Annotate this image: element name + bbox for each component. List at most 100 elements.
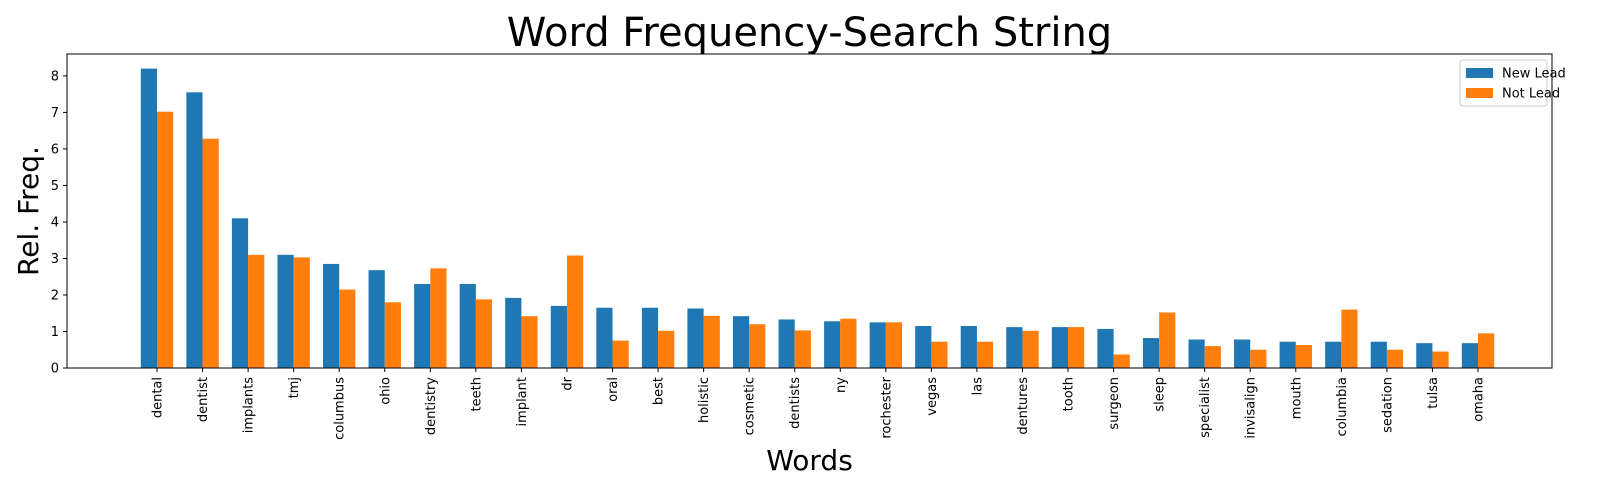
bar-new-lead-rochester: [869, 322, 886, 368]
bar-new-lead-ohio: [368, 270, 385, 368]
legend-label-new-lead: New Lead: [1502, 67, 1566, 82]
y-tick-label: 8: [51, 69, 59, 84]
bar-not-lead-ohio: [384, 302, 401, 368]
x-tick-label-omaha: omaha: [1472, 377, 1487, 422]
bar-new-lead-columbia: [1325, 341, 1342, 368]
bar-new-lead-implant: [505, 297, 522, 368]
bar-new-lead-las: [960, 326, 977, 368]
x-tick-label-implants: implants: [242, 377, 257, 433]
y-tick-label: 1: [51, 325, 59, 340]
bar-not-lead-tmj: [293, 257, 310, 368]
legend: New Lead Not Lead: [1459, 59, 1566, 107]
x-tick-label-dentistry: dentistry: [424, 377, 439, 435]
bar-new-lead-ny: [824, 321, 841, 368]
y-tick-label: 7: [51, 106, 59, 121]
bar-new-lead-omaha: [1461, 343, 1478, 368]
bar-new-lead-specialist: [1188, 339, 1205, 368]
bar-not-lead-rochester: [885, 322, 903, 368]
bar-new-lead-dentures: [1006, 327, 1023, 368]
x-tick-label-ohio: ohio: [378, 377, 393, 405]
bar-not-lead-columbus: [339, 289, 356, 368]
y-axis-label: Rel. Freq.: [12, 146, 45, 276]
bar-new-lead-dentist: [186, 92, 203, 368]
x-axis-ticks: dental dentist implants tmj columbus ohio dent…: [151, 368, 1487, 440]
x-tick-label-dentures: dentures: [1016, 377, 1031, 435]
bar-new-lead-sleep: [1142, 338, 1160, 368]
bar-new-lead-dentists: [778, 319, 795, 368]
x-tick-label-implant: implant: [515, 377, 530, 426]
y-axis-ticks: 0 1 2 3 4 5 6 7 8: [51, 69, 67, 377]
x-tick-label-tulsa: tulsa: [1426, 377, 1441, 409]
legend-swatch-not-lead: [1466, 88, 1493, 98]
bar-new-lead-tooth: [1051, 327, 1069, 368]
x-tick-label-tooth: tooth: [1062, 377, 1077, 411]
bar-new-lead-invisalign: [1234, 339, 1251, 368]
bar-not-lead-dentures: [1022, 330, 1039, 368]
x-tick-label-specialist: specialist: [1198, 377, 1213, 438]
legend-label-not-lead: Not Lead: [1502, 87, 1560, 102]
x-tick-label-cosmetic: cosmetic: [743, 377, 758, 435]
bar-new-lead-surgeon: [1097, 328, 1114, 368]
bar-not-lead-best: [658, 330, 675, 368]
bar-not-lead-dentist: [202, 138, 219, 368]
bar-new-lead-implants: [231, 218, 249, 368]
bar-new-lead-columbus: [323, 263, 340, 368]
bar-not-lead-oral: [612, 340, 629, 368]
x-tick-label-sedation: sedation: [1380, 377, 1395, 433]
x-tick-label-dentist: dentist: [196, 377, 211, 422]
bar-not-lead-mouth: [1295, 345, 1312, 368]
plot-frame: [66, 53, 1553, 369]
bar-not-lead-dr: [566, 255, 584, 368]
x-tick-label-mouth: mouth: [1289, 377, 1304, 419]
x-tick-label-columbus: columbus: [333, 377, 348, 440]
bar-not-lead-implant: [521, 316, 538, 368]
x-tick-label-invisalign: invisalign: [1244, 377, 1259, 439]
bar-new-lead-holistic: [687, 308, 704, 368]
y-tick-label: 0: [51, 362, 59, 377]
bar-not-lead-sedation: [1386, 349, 1404, 368]
bar-new-lead-dentistry: [414, 284, 431, 368]
x-tick-label-oral: oral: [606, 377, 621, 402]
y-tick-label: 6: [51, 142, 59, 157]
x-tick-label-best: best: [652, 377, 667, 405]
y-tick-label: 3: [51, 252, 59, 267]
x-tick-label-tmj: tmj: [287, 377, 302, 398]
bar-new-lead-best: [641, 307, 659, 368]
bar-not-lead-tooth: [1068, 327, 1085, 368]
bar-new-lead-dental: [140, 68, 157, 368]
bar-not-lead-dental: [157, 111, 174, 368]
bar-not-lead-dentistry: [430, 268, 447, 368]
bar-not-lead-holistic: [703, 315, 720, 368]
bar-not-lead-dentists: [794, 330, 811, 368]
bar-new-lead-teeth: [459, 284, 476, 368]
x-tick-label-dental: dental: [151, 377, 166, 418]
bar-not-lead-omaha: [1478, 333, 1495, 368]
bar-not-lead-surgeon: [1113, 354, 1130, 368]
bar-not-lead-invisalign: [1250, 349, 1267, 368]
bar-new-lead-sedation: [1370, 341, 1387, 368]
y-tick-label: 2: [51, 288, 59, 303]
x-axis-label: Words: [766, 444, 853, 477]
bar-new-lead-tulsa: [1416, 343, 1433, 368]
bar-not-lead-specialist: [1204, 346, 1221, 368]
x-tick-label-columbia: columbia: [1335, 377, 1350, 436]
x-tick-label-las: las: [970, 377, 985, 396]
bar-new-lead-oral: [596, 307, 613, 368]
bar-not-lead-las: [976, 341, 994, 368]
bar-not-lead-tulsa: [1432, 351, 1449, 368]
chart-title: Word Frequency-Search String: [507, 10, 1112, 56]
x-tick-label-dr: dr: [560, 376, 575, 390]
bar-new-lead-mouth: [1279, 341, 1296, 368]
bar-not-lead-implants: [248, 254, 265, 368]
x-tick-label-holistic: holistic: [697, 377, 712, 423]
bar-not-lead-ny: [840, 318, 857, 368]
bar-not-lead-sleep: [1159, 312, 1176, 368]
bar-not-lead-vegas: [931, 341, 948, 368]
y-tick-label: 4: [51, 215, 59, 230]
bar-not-lead-cosmetic: [749, 324, 766, 368]
bar-not-lead-teeth: [475, 299, 493, 368]
x-tick-label-dentists: dentists: [788, 377, 803, 429]
x-tick-label-vegas: vegas: [925, 377, 940, 416]
bar-not-lead-columbia: [1341, 309, 1358, 368]
